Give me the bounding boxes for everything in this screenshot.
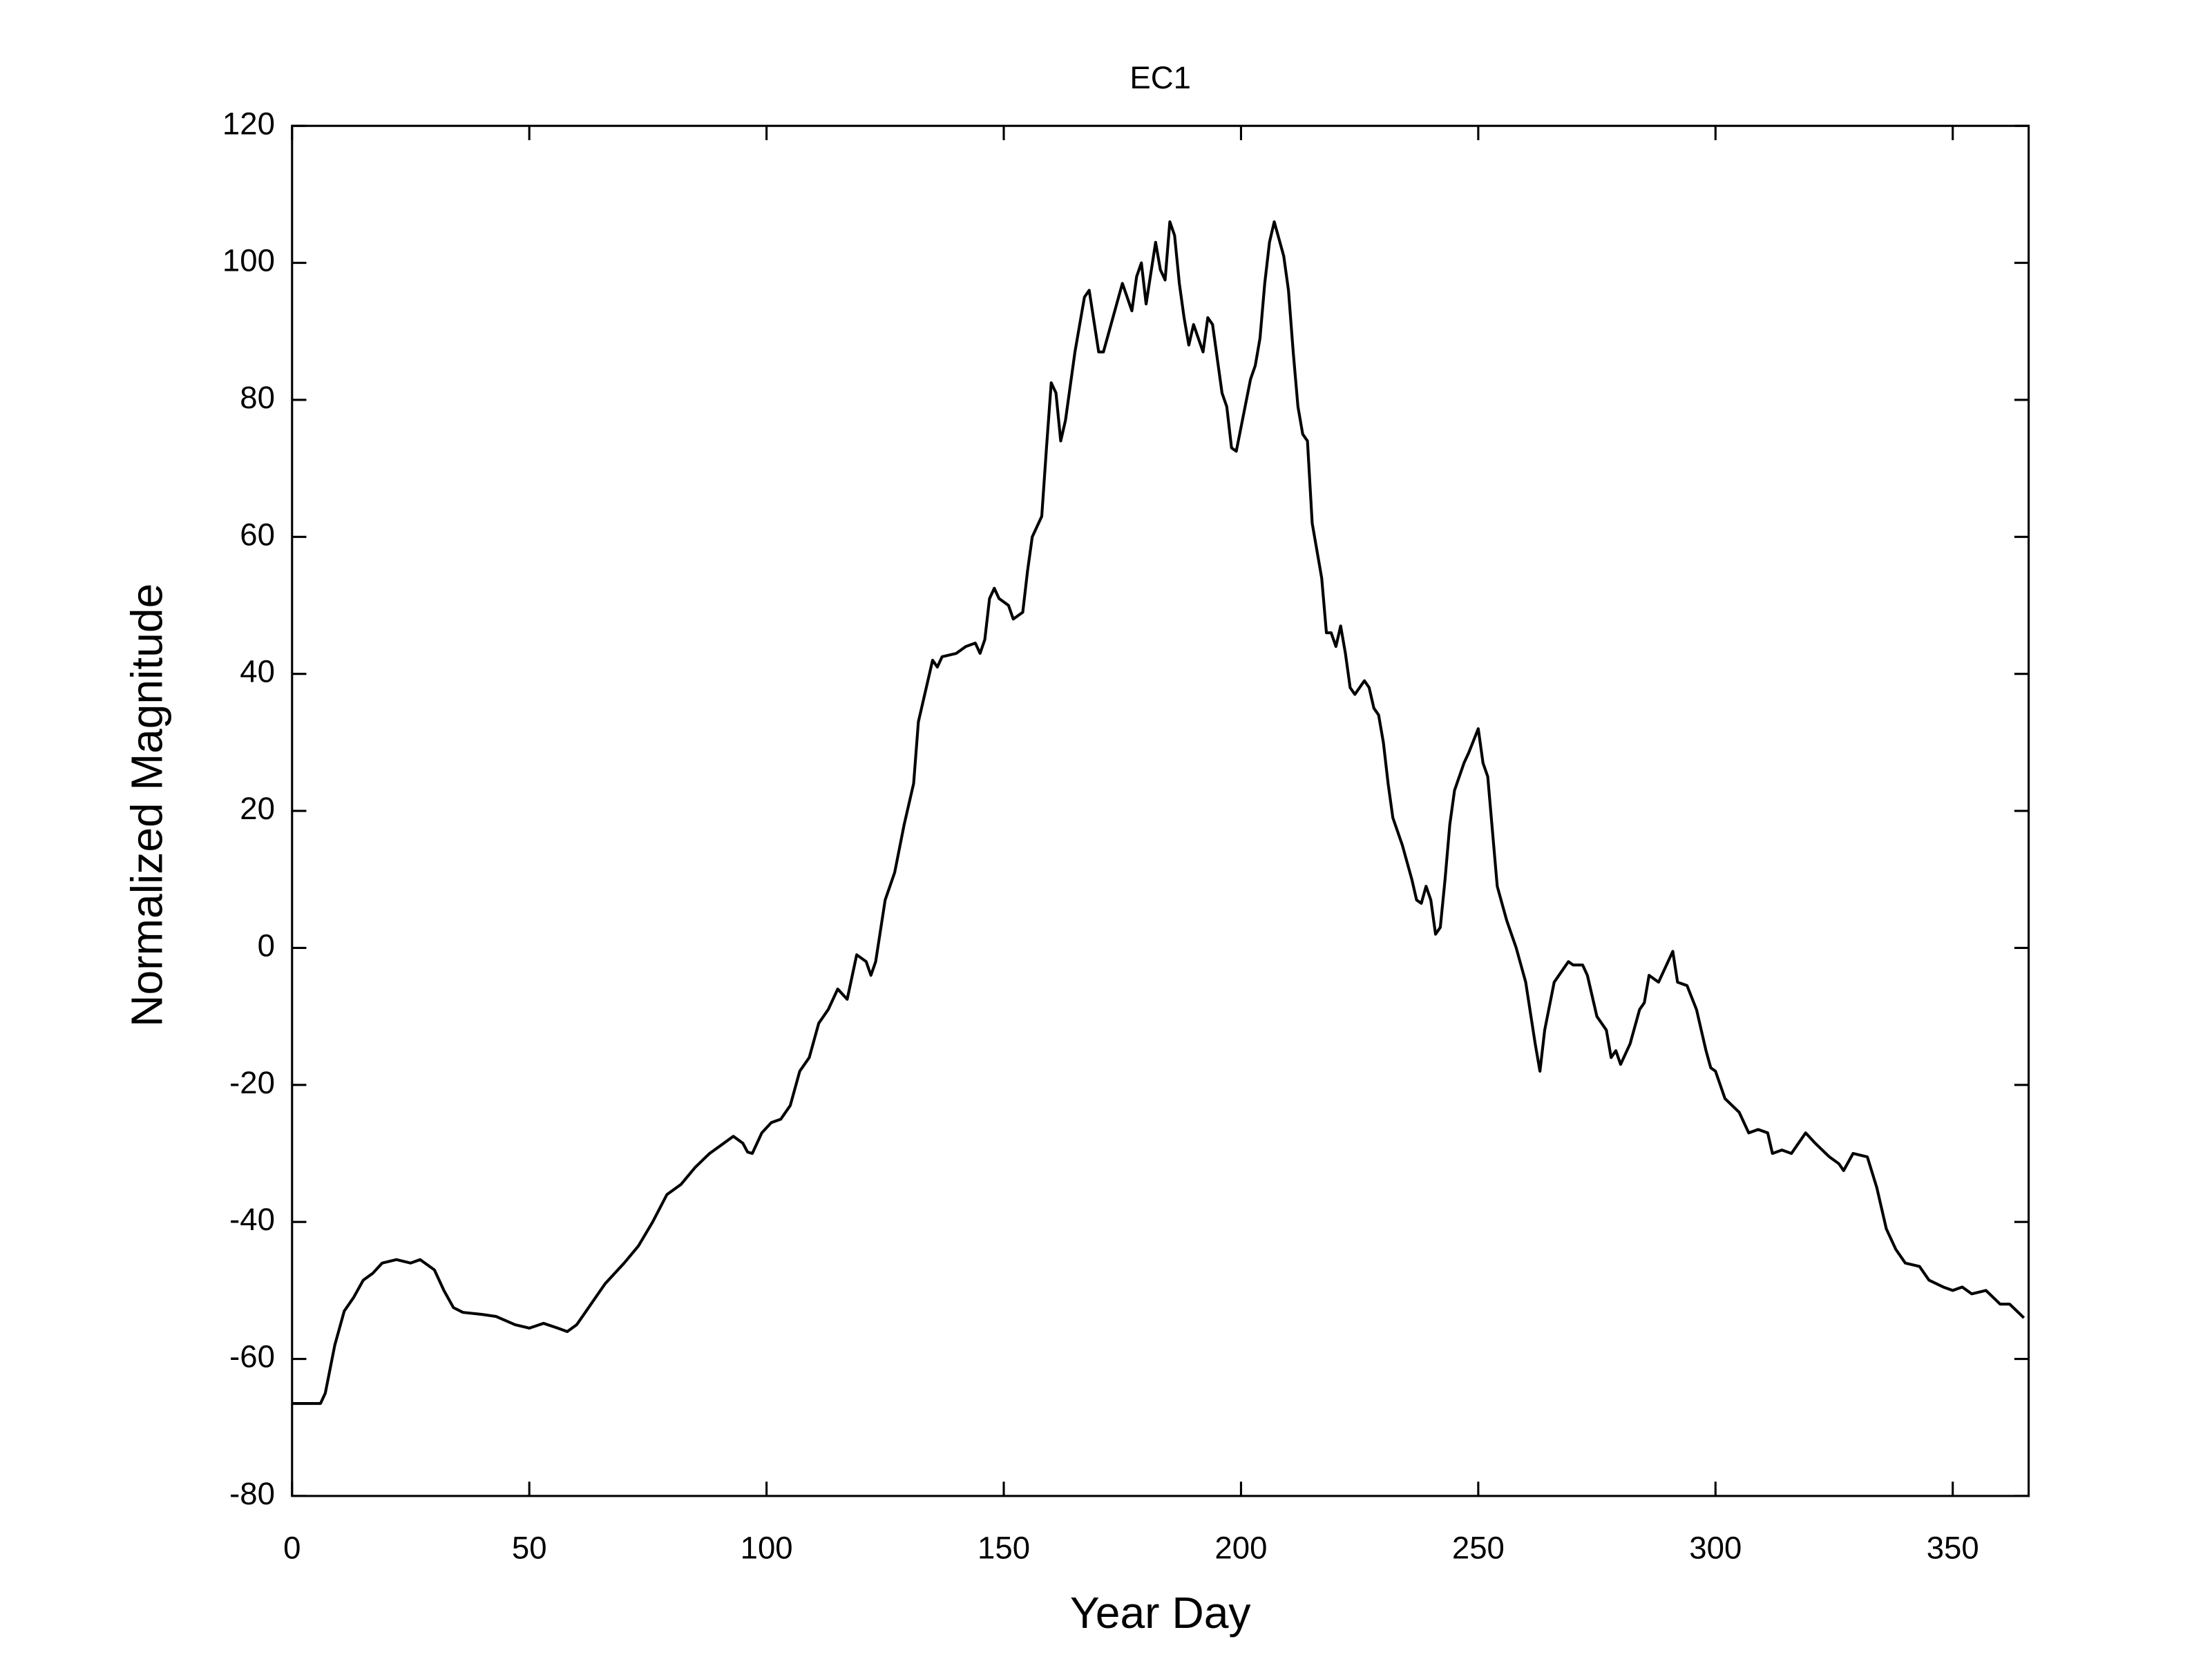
plot-frame (291, 124, 2030, 1497)
y-tick-label: 100 (222, 243, 275, 278)
y-tick-label: -40 (229, 1202, 275, 1237)
y-tick-label: 60 (240, 517, 275, 552)
y-tick-label: 40 (240, 654, 275, 689)
x-tick-label: 100 (741, 1531, 793, 1566)
y-tick-label: 20 (240, 791, 275, 826)
y-tick-label: -60 (229, 1339, 275, 1374)
x-tick-label: 250 (1452, 1531, 1505, 1566)
y-tick-label: 0 (258, 928, 275, 963)
chart-title: EC1 (1129, 60, 1191, 95)
y-tick-label: -80 (229, 1476, 275, 1511)
x-tick-label: 350 (1927, 1531, 1979, 1566)
y-tick-label: 80 (240, 380, 275, 415)
x-tick-label: 0 (283, 1531, 301, 1566)
x-tick-label: 50 (512, 1531, 547, 1566)
y-tick-label: 120 (222, 106, 275, 141)
x-axis-label: Year Day (1070, 1588, 1251, 1638)
x-tick-label: 200 (1214, 1531, 1267, 1566)
x-tick-label: 300 (1689, 1531, 1742, 1566)
data-line (292, 220, 2025, 1406)
x-tick-label: 150 (978, 1531, 1030, 1566)
y-tick-label: -20 (229, 1065, 275, 1100)
y-axis-label: Normalized Magnitude (122, 584, 172, 1027)
